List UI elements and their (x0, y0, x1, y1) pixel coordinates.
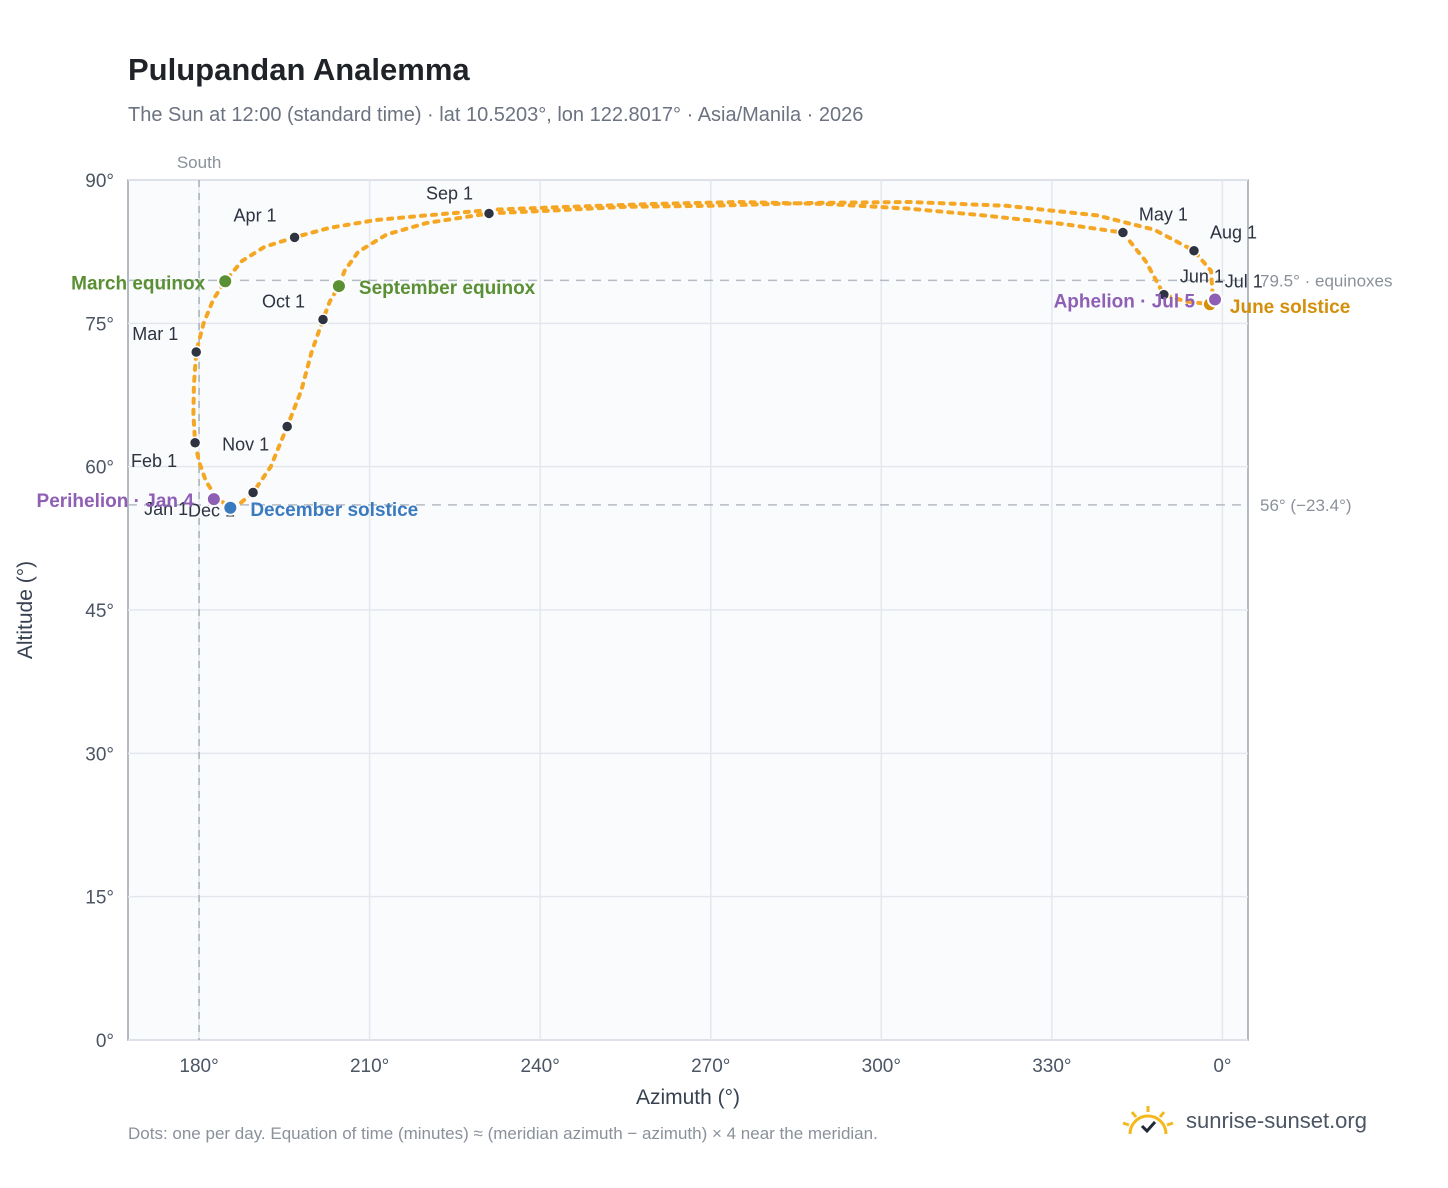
event-marker (217, 273, 234, 290)
event-label: September equinox (359, 278, 536, 299)
brand-logo[interactable]: sunrise-sunset.org (1120, 1104, 1367, 1138)
y-tick-label: 15° (85, 888, 114, 909)
y-tick-label: 30° (85, 744, 114, 765)
month-marker (482, 207, 496, 220)
month-label: Jul 1 (1225, 272, 1263, 292)
month-marker (1157, 288, 1171, 301)
brand-name: sunrise-sunset.org (1186, 1108, 1367, 1133)
y-axis-label: Altitude (°) (14, 561, 37, 659)
month-label: Sep 1 (426, 183, 473, 203)
event-markers: March equinox September equinox June solst… (37, 273, 1350, 521)
month-label: Oct 1 (262, 292, 305, 312)
x-tick-label: 330° (1032, 1056, 1071, 1077)
x-tick-label: 0° (1213, 1056, 1231, 1077)
sun-logo-icon (1122, 1106, 1174, 1135)
event-marker (205, 491, 222, 508)
south-label: South (177, 153, 221, 172)
x-tick-label: 180° (179, 1056, 218, 1077)
event-label: Aphelion · Jul 5 (1054, 291, 1196, 312)
reference-line-label: 79.5° · equinoxes (1260, 271, 1393, 290)
x-tick-label: 210° (350, 1056, 389, 1077)
y-tick-label: 75° (85, 314, 114, 335)
event-marker (1207, 291, 1224, 308)
month-marker (1187, 244, 1201, 257)
month-marker (316, 313, 330, 326)
month-label: Jan 1 (144, 499, 188, 519)
month-label: May 1 (1139, 205, 1188, 225)
y-tick-label: 45° (85, 601, 114, 622)
reference-lines: South 79.5° · equinoxes 56° (−23.4°) (128, 153, 1393, 1040)
month-label: Nov 1 (222, 435, 269, 455)
month-label: Aug 1 (1210, 223, 1257, 243)
grid-layer (128, 179, 1248, 1041)
x-axis-label: Azimuth (°) (636, 1086, 740, 1109)
month-marker (1116, 226, 1130, 239)
month-marker (246, 486, 260, 499)
event-label: March equinox (71, 273, 206, 294)
month-marker (189, 345, 203, 359)
y-tick-label: 0° (96, 1031, 114, 1052)
x-tick-label: 300° (862, 1056, 901, 1077)
event-marker (330, 278, 347, 295)
month-label: Apr 1 (234, 205, 277, 225)
month-marker (280, 420, 294, 433)
x-tick-label: 240° (521, 1056, 560, 1077)
event-marker (222, 499, 239, 516)
event-label: December solstice (250, 500, 418, 521)
axis-labels: 180° 210° 240° 270° 300° 330° 0° 0° 15° 30° 45° 60°… (85, 171, 1231, 1077)
footnote: Dots: one per day. Equation of time (min… (128, 1124, 878, 1143)
y-tick-label: 90° (85, 171, 114, 192)
x-tick-label: 270° (691, 1056, 730, 1077)
month-label: Mar 1 (132, 324, 178, 344)
reference-line-label: 56° (−23.4°) (1260, 496, 1352, 515)
month-marker (288, 231, 301, 244)
month-marker (188, 436, 202, 450)
y-tick-label: 60° (85, 458, 114, 479)
chart-subtitle: The Sun at 12:00 (standard time) · lat 1… (128, 104, 864, 126)
event-label: Perihelion · Jan 4 (37, 491, 195, 512)
chart-title: Pulupandan Analemma (128, 52, 470, 87)
month-label: Jun 1 (1180, 267, 1224, 287)
event-label: June solstice (1230, 297, 1350, 318)
month-label: Feb 1 (131, 451, 177, 471)
